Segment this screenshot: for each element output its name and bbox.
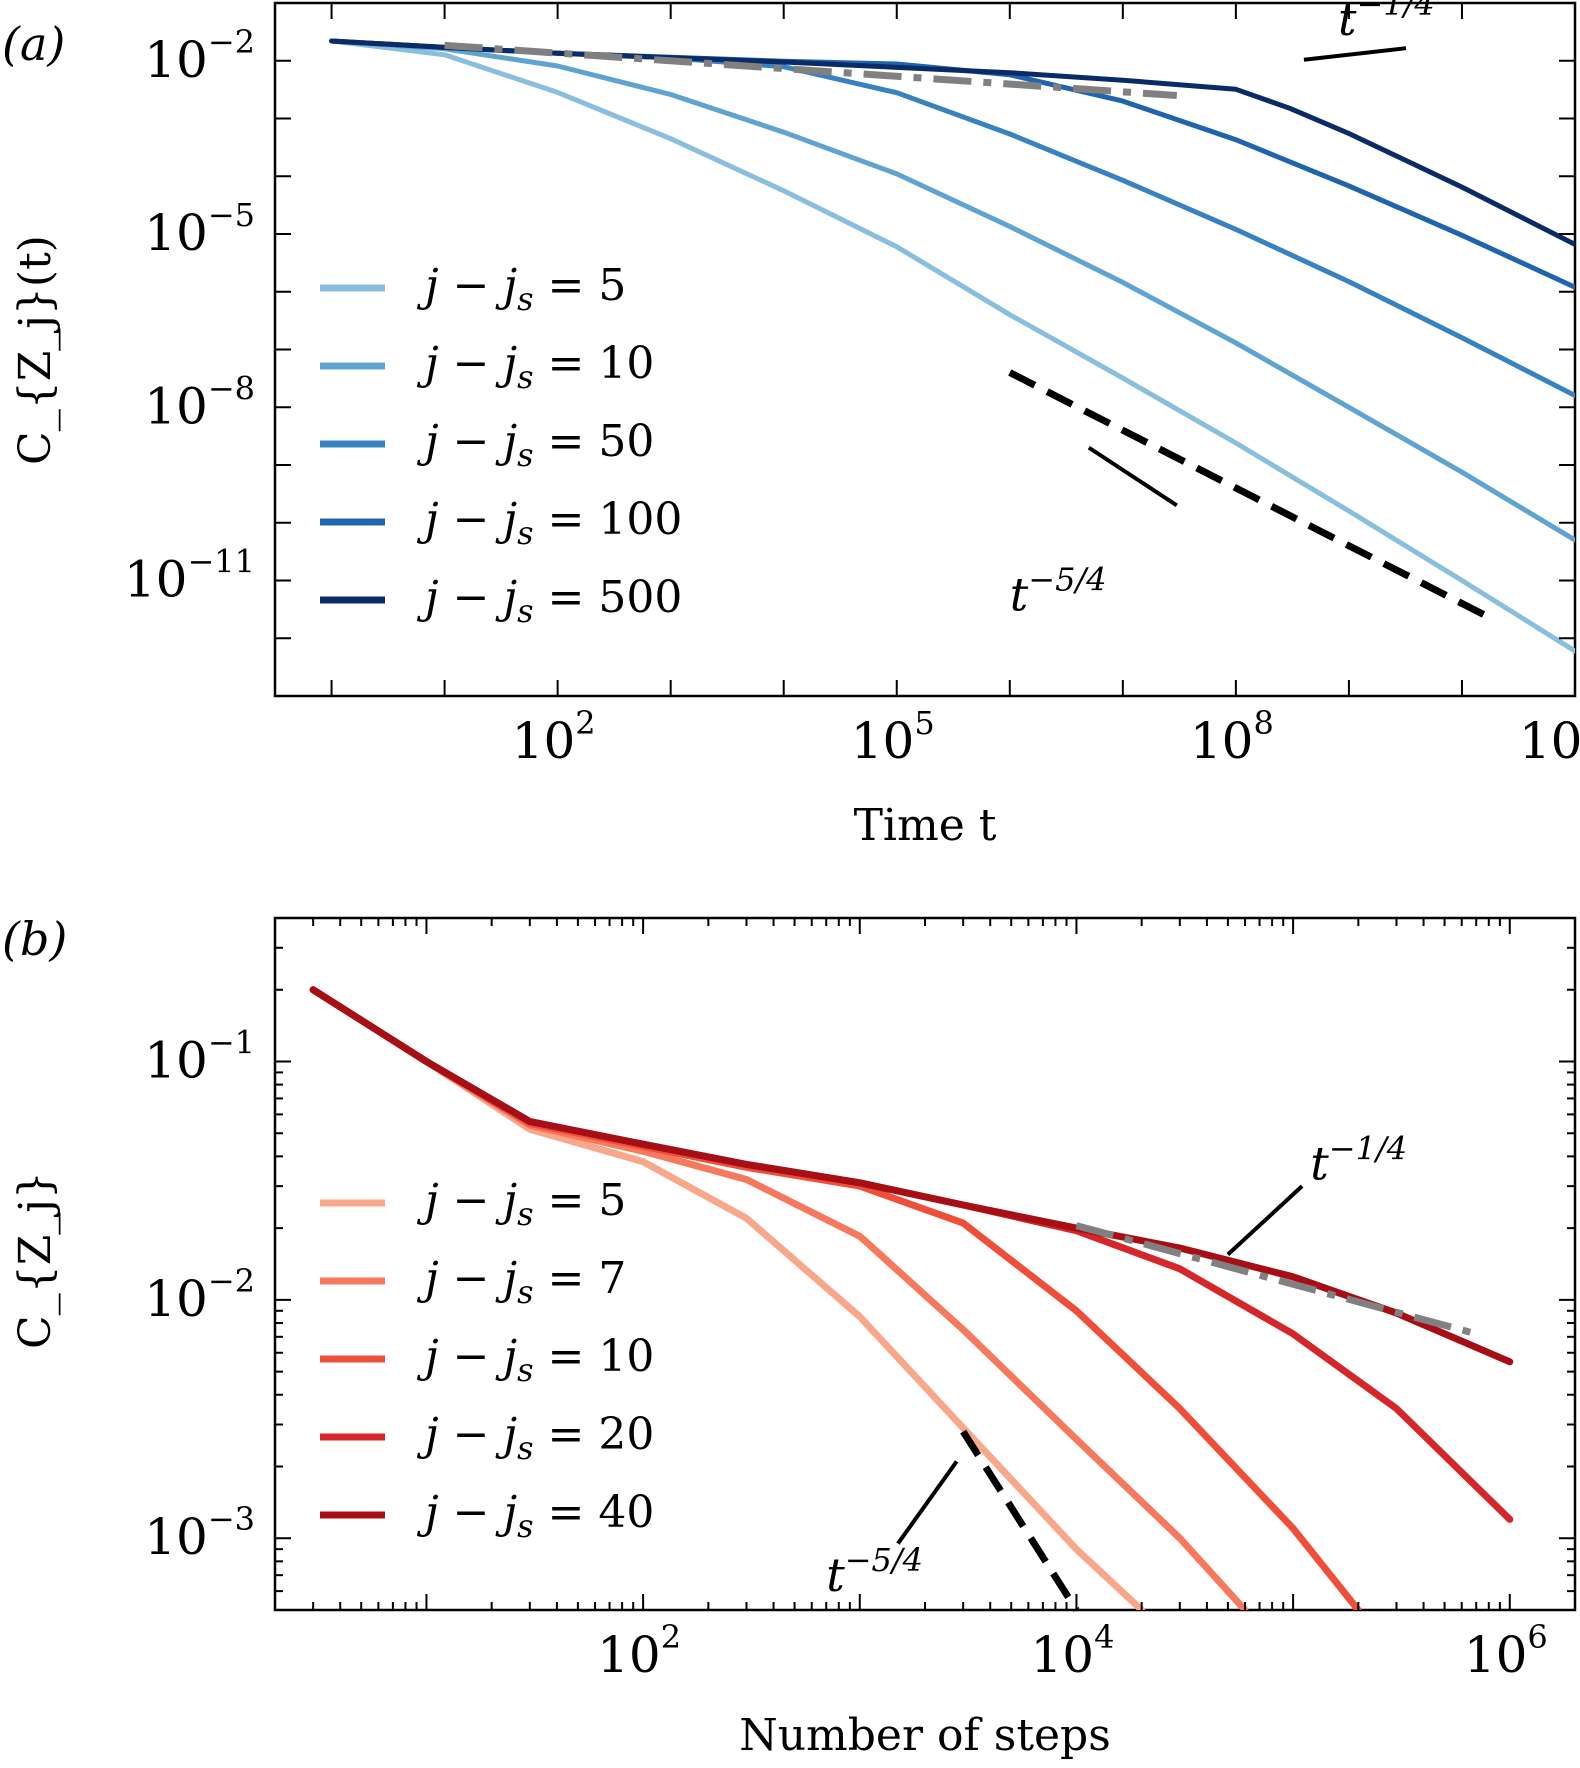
panel-label-a: (a) <box>2 17 65 71</box>
guide-pointer-b-1 <box>896 1460 959 1545</box>
legend-label-a-2: j − js = 50 <box>416 416 654 474</box>
y-tick-label-a-0: 10−2 <box>144 23 255 89</box>
legend-label-b-2: j − js = 10 <box>416 1331 654 1389</box>
guide-pointer-a-0 <box>1303 46 1407 62</box>
series-line-b-4 <box>309 986 1514 1366</box>
legend-a: j − js = 5 j − js = 10 j − js = 50 j − js =… <box>320 260 682 630</box>
y-axis-label-b: C_{Z_j} <box>10 1171 61 1349</box>
y-tick-label-b-0: 10−1 <box>144 1024 255 1090</box>
x-tick-label-a-0: 102 <box>512 704 596 770</box>
legend-b: j − js = 5 j − js = 7 j − js = 10 j − js = … <box>320 1175 654 1545</box>
y-tick-label-b-1: 10−2 <box>144 1262 255 1328</box>
ticks-a: 102 105 108 1011 10−2 10−5 10−8 10−11 <box>124 2 1580 770</box>
x-tick-label-a-1: 105 <box>851 704 935 770</box>
series-line-a-2 <box>329 38 1575 398</box>
panel-a: (a) t−1/4 t−5/4 102 105 108 1011 10−2 10−5 10−8… <box>2 0 1580 851</box>
guide-pointer-a-1 <box>1087 445 1178 508</box>
guide-pointer-b-0 <box>1226 1184 1304 1256</box>
series-line-a-0 <box>329 38 1575 654</box>
x-tick-label-b-1: 104 <box>1030 1618 1114 1684</box>
y-tick-label-a-1: 10−5 <box>144 196 255 262</box>
guide-line-b-1 <box>960 1429 1080 1612</box>
legend-label-b-3: j − js = 20 <box>416 1409 654 1467</box>
x-tick-label-a-2: 108 <box>1190 704 1274 770</box>
guide-line-a-1 <box>1008 369 1498 624</box>
legend-label-a-3: j − js = 100 <box>416 494 682 552</box>
legend-label-b-4: j − js = 40 <box>416 1487 654 1545</box>
y-tick-label-b-2: 10−3 <box>144 1500 255 1566</box>
legend-label-a-4: j − js = 500 <box>416 572 682 630</box>
guide-label-b-1: t−5/4 <box>826 1541 923 1602</box>
guide-label-b-0: t−1/4 <box>1310 1129 1407 1190</box>
series-lines-a <box>329 38 1575 654</box>
guide-line-a-0 <box>444 41 1178 100</box>
x-tick-label-b-2: 106 <box>1464 1618 1548 1684</box>
y-tick-label-a-3: 10−11 <box>124 543 255 609</box>
x-tick-label-a-3: 1011 <box>1519 704 1580 770</box>
y-tick-label-a-2: 10−8 <box>144 369 255 435</box>
legend-label-b-1: j − js = 7 <box>416 1253 626 1311</box>
x-axis-label-a: Time t <box>854 800 997 851</box>
panel-b: (b) t−1/4 t−5/4 102 104 106 10−1 10−2 10−3 j −… <box>2 912 1577 1761</box>
series-line-a-1 <box>329 38 1575 543</box>
series-lines-b <box>309 986 1514 1610</box>
x-tick-label-b-0: 102 <box>597 1618 681 1684</box>
legend-label-b-0: j − js = 5 <box>416 1175 626 1233</box>
series-line-a-4 <box>329 38 1575 247</box>
legend-label-a-1: j − js = 10 <box>416 338 654 396</box>
guide-label-a-0: t−1/4 <box>1338 0 1435 46</box>
legend-label-a-0: j − js = 5 <box>416 260 626 318</box>
guide-lines-b: t−1/4 t−5/4 <box>826 1129 1478 1612</box>
y-axis-label-a: C_{Z_j}(t) <box>10 235 61 465</box>
x-axis-label-b: Number of steps <box>739 1710 1111 1761</box>
guide-label-a-1: t−5/4 <box>1010 561 1107 622</box>
panel-label-b: (b) <box>2 912 67 966</box>
